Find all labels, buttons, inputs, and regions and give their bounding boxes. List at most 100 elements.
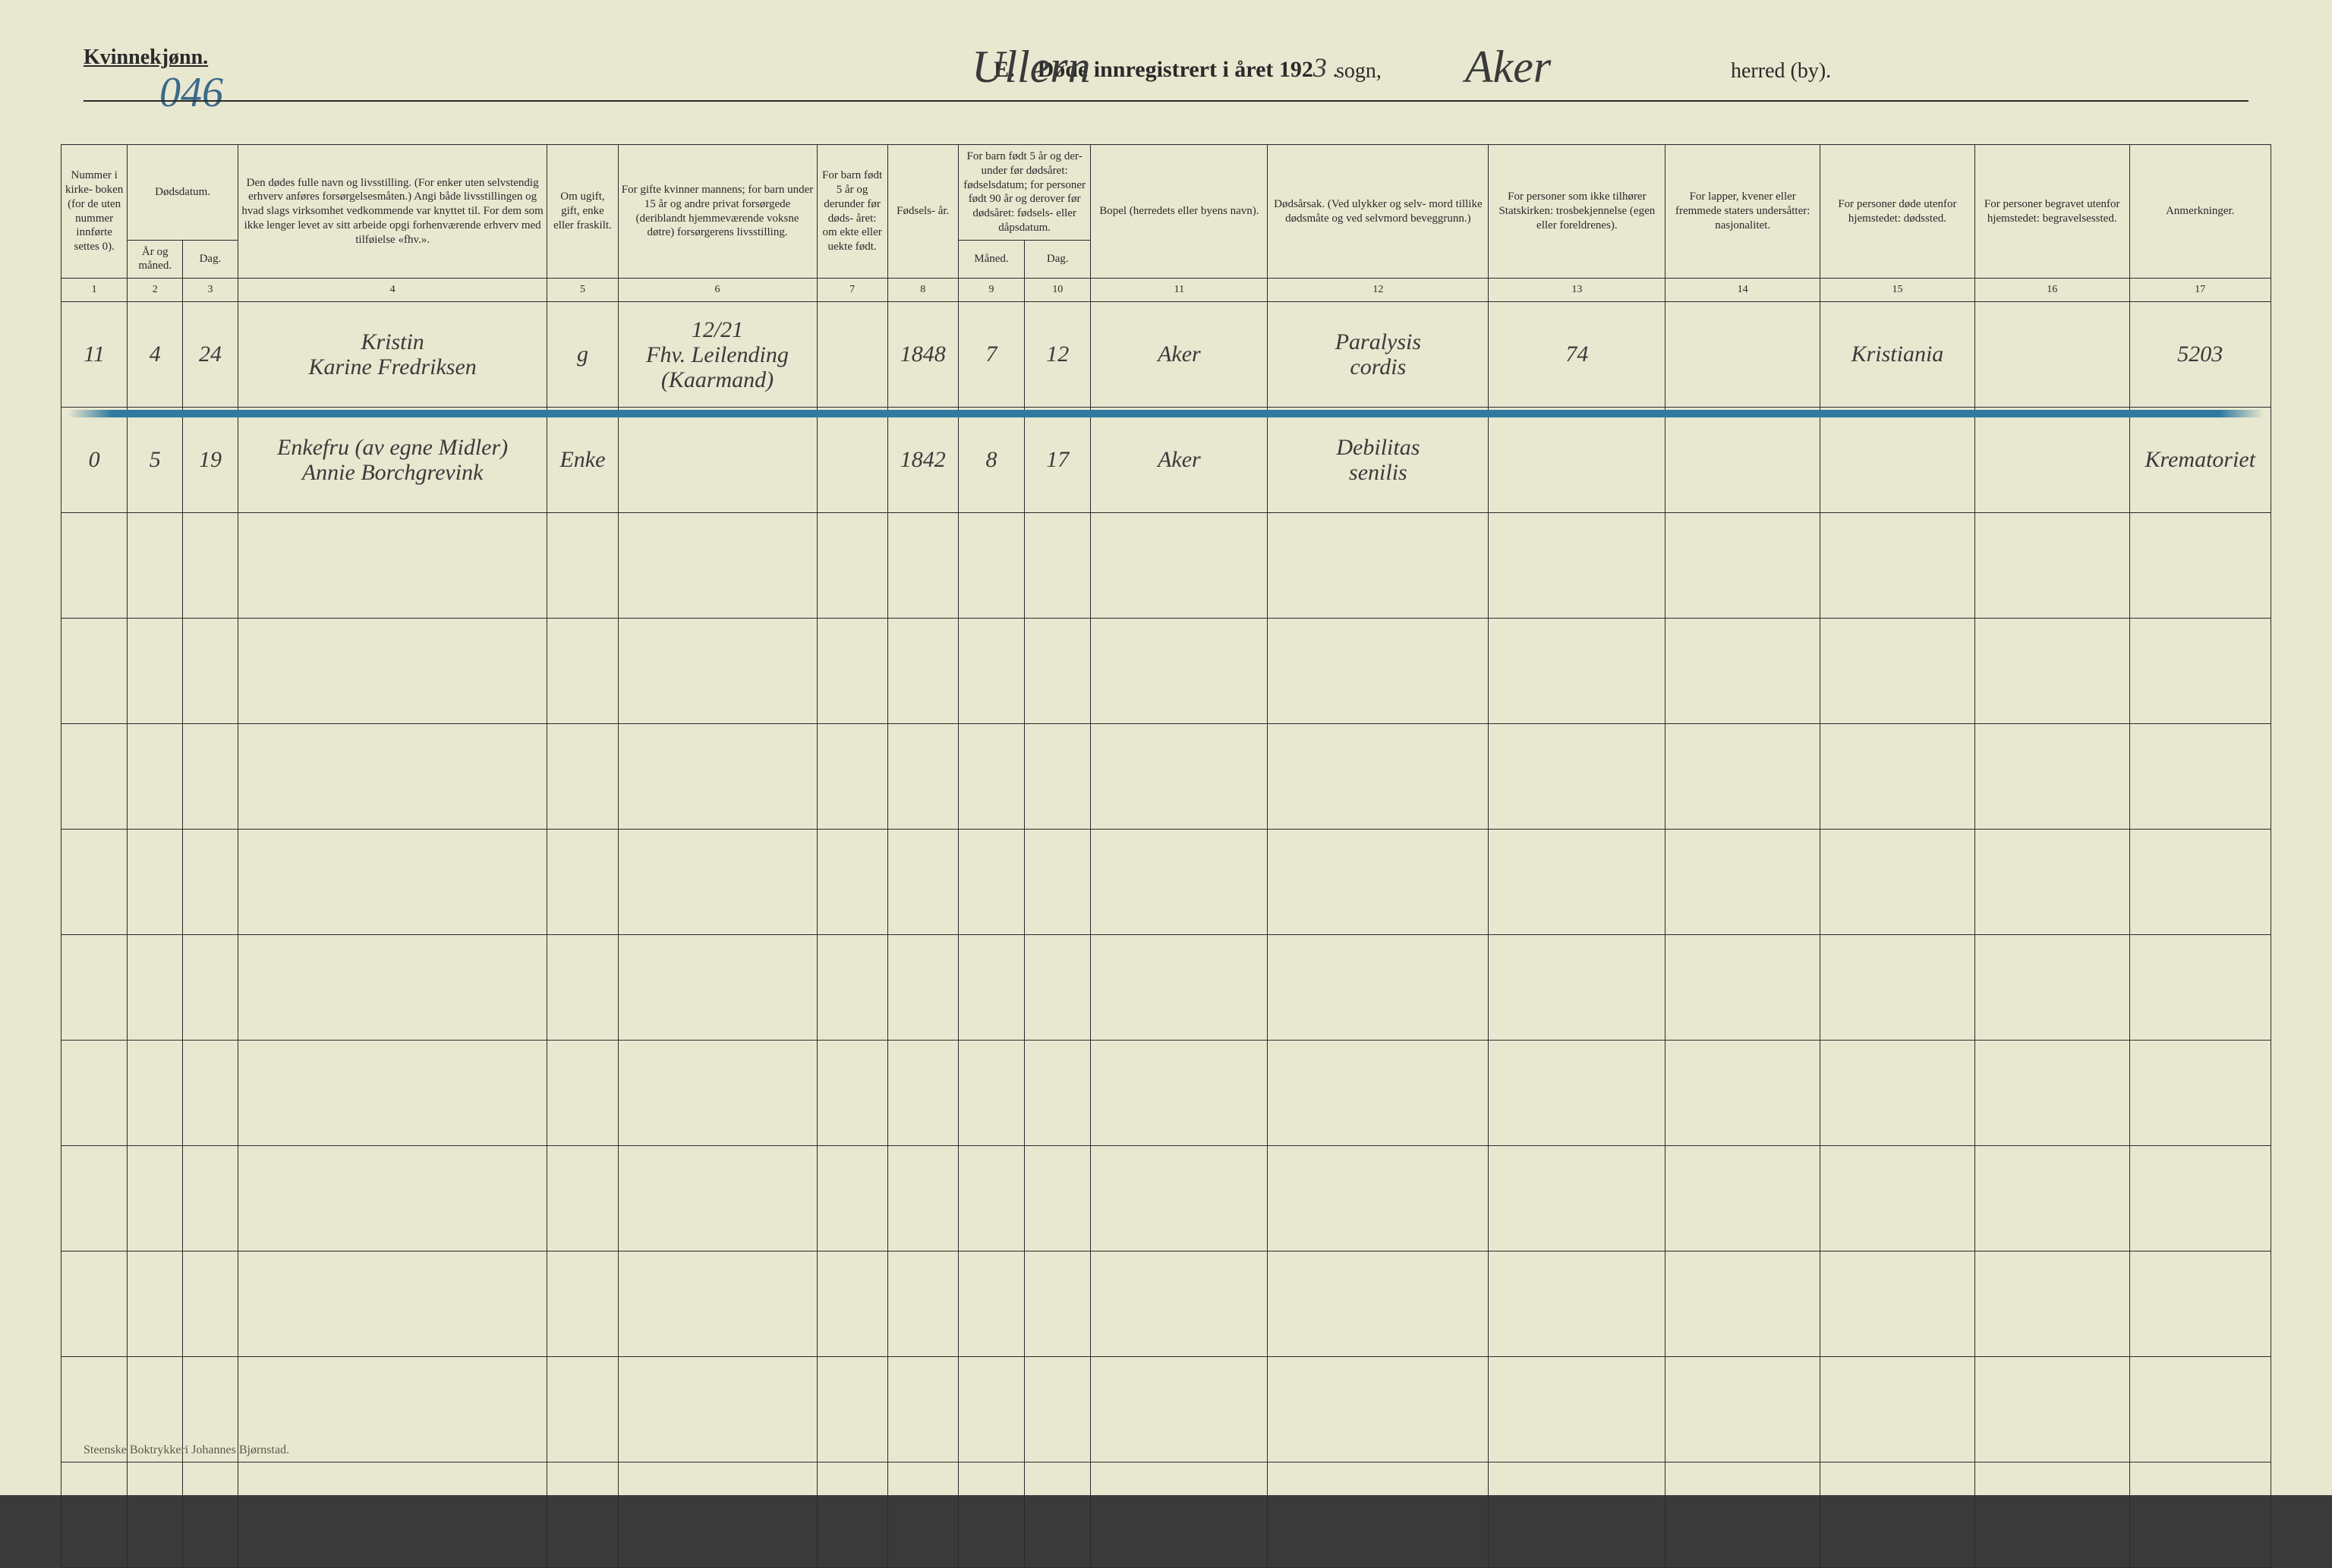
table-row <box>61 1463 2271 1568</box>
empty-cell <box>1665 513 1820 619</box>
column-number: 4 <box>238 279 547 302</box>
table-row: 11424KristinKarine Fredrikseng12/21Fhv. … <box>61 302 2271 408</box>
empty-cell <box>817 1041 887 1146</box>
empty-cell <box>2129 513 2271 619</box>
empty-cell <box>2129 830 2271 935</box>
empty-cell <box>958 1041 1024 1146</box>
empty-cell <box>547 830 618 935</box>
empty-cell <box>1025 724 1091 830</box>
empty-cell <box>1091 1252 1268 1357</box>
empty-cell <box>547 1252 618 1357</box>
herred-handwritten: Aker <box>1465 41 1551 93</box>
empty-cell <box>61 830 128 935</box>
table-row <box>61 1252 2271 1357</box>
empty-cell <box>1489 1463 1665 1568</box>
empty-cell <box>547 1357 618 1463</box>
cell-cause: Debilitassenilis <box>1268 408 1489 513</box>
empty-cell <box>1974 513 2129 619</box>
cell-remarks: Krematoriet <box>2129 408 2271 513</box>
empty-cell <box>1820 1146 1975 1252</box>
empty-cell <box>958 1146 1024 1252</box>
empty-cell <box>238 1252 547 1357</box>
empty-cell <box>1268 935 1489 1041</box>
empty-cell <box>61 1041 128 1146</box>
col-header-12: Dødsårsak. (Ved ulykker og selv- mord ti… <box>1268 145 1489 279</box>
empty-cell <box>618 1357 817 1463</box>
column-number: 16 <box>1974 279 2129 302</box>
empty-cell <box>238 830 547 935</box>
column-number: 1 <box>61 279 128 302</box>
cell-confession: 74 <box>1489 302 1665 408</box>
empty-cell <box>1974 830 2129 935</box>
empty-cell <box>887 1463 958 1568</box>
empty-cell <box>1268 1252 1489 1357</box>
empty-cell <box>1665 1463 1820 1568</box>
col-header-1: Nummer i kirke- boken (for de uten numme… <box>61 145 128 279</box>
cell-number: 11 <box>61 302 128 408</box>
col-header-2: År og måned. <box>128 240 183 279</box>
empty-cell <box>887 1041 958 1146</box>
column-number: 13 <box>1489 279 1665 302</box>
empty-cell <box>128 724 183 830</box>
sogn-handwritten: Ullern <box>972 41 1091 93</box>
empty-cell <box>2129 724 2271 830</box>
cell-legitimacy <box>817 408 887 513</box>
sogn-label: sogn, <box>1336 59 1382 83</box>
empty-cell <box>1091 1041 1268 1146</box>
col-header-16: For personer begravet utenfor hjemstedet… <box>1974 145 2129 279</box>
empty-cell <box>1025 1357 1091 1463</box>
empty-cell <box>1268 724 1489 830</box>
empty-cell <box>183 724 238 830</box>
empty-cell <box>1025 1146 1091 1252</box>
empty-cell <box>1489 830 1665 935</box>
empty-cell <box>1268 1357 1489 1463</box>
title-line: E. Døde innregistrert i året 1923 . <box>61 52 2271 83</box>
empty-cell <box>128 1252 183 1357</box>
empty-cell <box>1820 619 1975 724</box>
column-number: 17 <box>2129 279 2271 302</box>
empty-cell <box>61 935 128 1041</box>
table-row <box>61 1041 2271 1146</box>
col-header-3: Dag. <box>183 240 238 279</box>
empty-cell <box>238 935 547 1041</box>
empty-cell <box>1820 1252 1975 1357</box>
empty-cell <box>618 830 817 935</box>
empty-cell <box>128 830 183 935</box>
empty-cell <box>887 1357 958 1463</box>
empty-cell <box>1820 1357 1975 1463</box>
col-header-9-10-top: For barn født 5 år og der- under før død… <box>958 145 1091 241</box>
column-number: 8 <box>887 279 958 302</box>
empty-cell <box>238 1463 547 1568</box>
table-row <box>61 1146 2271 1252</box>
empty-cell <box>958 513 1024 619</box>
cell-legitimacy <box>817 302 887 408</box>
empty-cell <box>547 1146 618 1252</box>
empty-cell <box>1268 830 1489 935</box>
empty-cell <box>1489 1146 1665 1252</box>
empty-cell <box>1974 1041 2129 1146</box>
empty-cell <box>887 513 958 619</box>
cell-provider: 12/21Fhv. Leilending(Kaarmand) <box>618 302 817 408</box>
empty-cell <box>958 935 1024 1041</box>
empty-cell <box>1025 935 1091 1041</box>
empty-cell <box>1974 619 2129 724</box>
empty-cell <box>1268 1146 1489 1252</box>
empty-cell <box>128 513 183 619</box>
empty-cell <box>1820 1463 1975 1568</box>
col-header-9: Måned. <box>958 240 1024 279</box>
year-suffix: 3 <box>1313 52 1327 83</box>
empty-cell <box>618 619 817 724</box>
empty-cell <box>61 1146 128 1252</box>
cell-birthmonth: 8 <box>958 408 1024 513</box>
empty-cell <box>958 724 1024 830</box>
empty-cell <box>618 1463 817 1568</box>
herred-label: herred (by). <box>1731 59 1831 83</box>
empty-cell <box>817 1357 887 1463</box>
empty-cell <box>817 513 887 619</box>
empty-cell <box>1091 1463 1268 1568</box>
empty-cell <box>1091 1146 1268 1252</box>
column-number: 9 <box>958 279 1024 302</box>
empty-cell <box>817 1252 887 1357</box>
empty-cell <box>1665 830 1820 935</box>
cell-residence: Aker <box>1091 302 1268 408</box>
